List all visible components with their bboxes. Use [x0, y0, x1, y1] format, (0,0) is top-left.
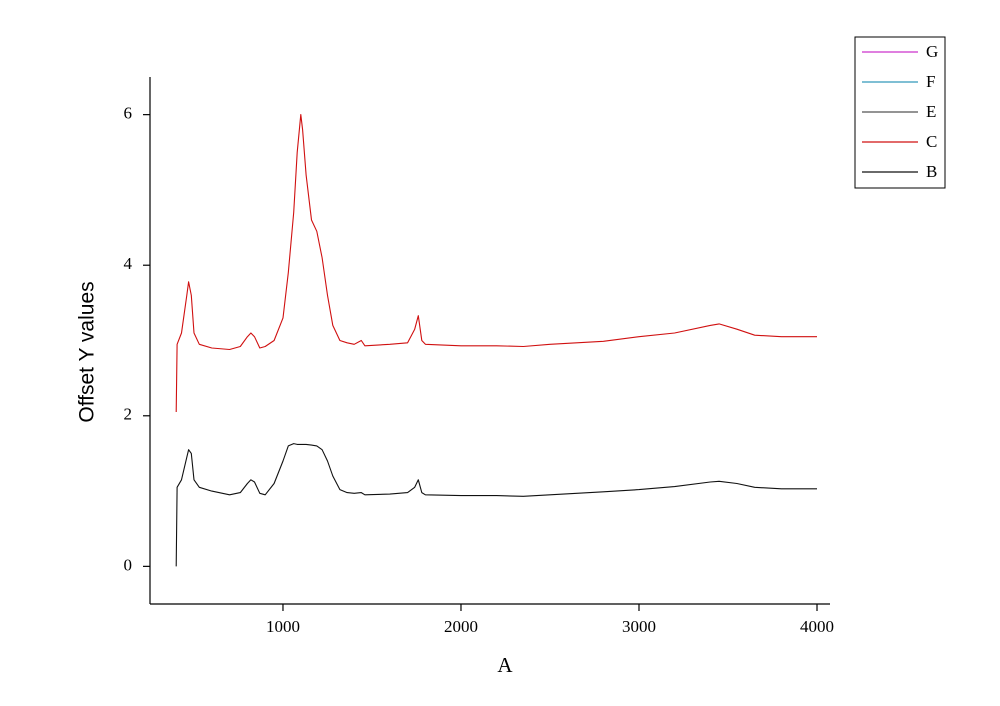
x-tick-label: 4000: [800, 617, 834, 636]
y-tick-label: 0: [124, 555, 133, 574]
x-tick-label: 2000: [444, 617, 478, 636]
x-axis-label: A: [497, 653, 513, 677]
legend-label: B: [926, 162, 937, 181]
legend-label: G: [926, 42, 938, 61]
legend-label: C: [926, 132, 937, 151]
series-line: [175, 443, 817, 567]
x-tick-label: 1000: [266, 617, 300, 636]
y-tick-label: 2: [124, 405, 133, 424]
x-tick-label: 3000: [622, 617, 656, 636]
y-tick-label: 4: [124, 254, 133, 273]
series-line: [175, 114, 817, 413]
y-tick-label: 6: [124, 104, 133, 123]
legend-label: E: [926, 102, 936, 121]
legend-label: F: [926, 72, 935, 91]
y-axis-label: Offset Y values: [76, 281, 99, 422]
